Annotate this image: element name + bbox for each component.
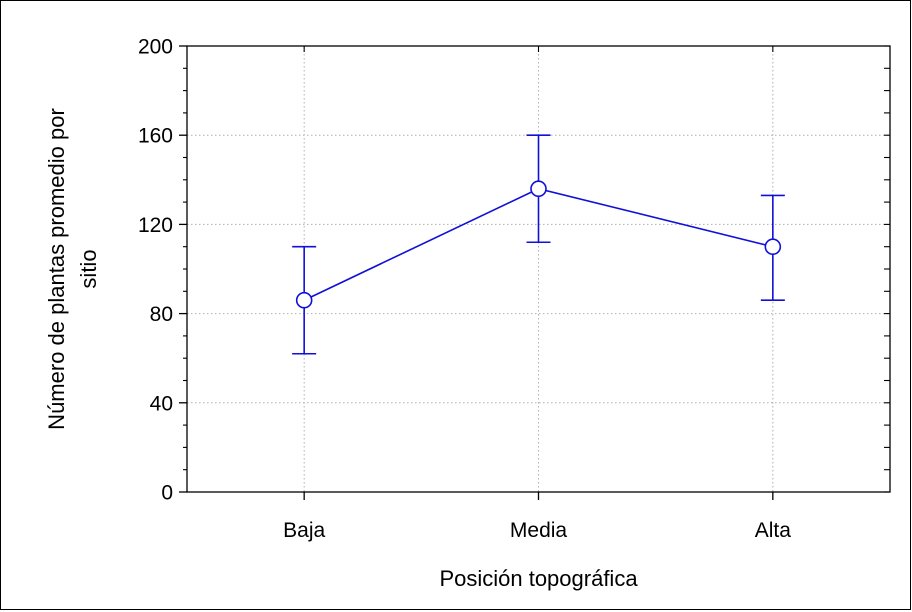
grid — [187, 46, 890, 492]
x-tick-label: Media — [510, 519, 568, 542]
data-point — [530, 180, 547, 198]
y-tick-labels: 0 40 80 120 160 200 — [138, 36, 173, 505]
y-tick-label: 40 — [150, 392, 173, 415]
series — [292, 134, 785, 355]
y-tick-label: 200 — [138, 36, 173, 59]
y-tick-label: 160 — [138, 125, 173, 148]
data-point — [295, 291, 313, 309]
y-axis-label-line-2: sitio — [76, 249, 101, 288]
y-axis-label-line-1: Número de plantas promedio por — [44, 108, 69, 430]
x-tick-labels: Baja Media Alta — [283, 519, 791, 542]
plot-area — [186, 45, 891, 493]
y-tick-label: 80 — [150, 303, 173, 326]
x-tick-label: Alta — [755, 519, 792, 542]
x-axis-label: Posición topográfica — [439, 566, 638, 591]
x-tick-label: Baja — [283, 519, 325, 542]
data-point — [764, 238, 782, 255]
y-tick-label: 120 — [138, 214, 173, 237]
ticks — [179, 45, 890, 500]
y-tick-label: 0 — [161, 482, 173, 505]
